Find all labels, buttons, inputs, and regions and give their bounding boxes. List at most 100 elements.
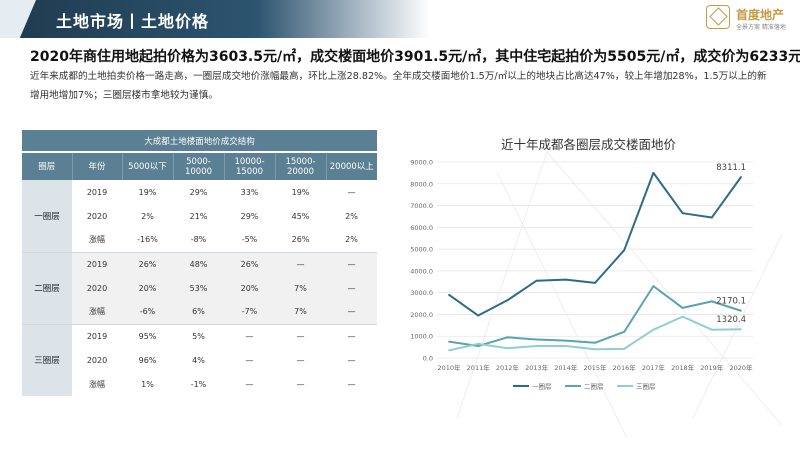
table-row: 2020 96% 4% — — —: [22, 348, 378, 372]
data-point: [652, 285, 655, 288]
x-tick-label: 2012年: [496, 363, 520, 372]
x-tick-label: 2019年: [700, 363, 724, 372]
table-row: 三圈层 2019 95% 5% — — —: [22, 323, 378, 396]
price-structure-table: 大成都土地楼面地价成交结构 圈层 年份 5000以下 5000- 10000 10000…: [22, 130, 378, 396]
data-point: [623, 249, 626, 252]
data-point: [564, 339, 567, 342]
page-title: 土地市场丨土地价格: [56, 12, 210, 31]
y-tick-label: 6000.0: [410, 224, 433, 232]
data-label: 8311.1: [716, 163, 746, 173]
share-cell: 19%: [275, 180, 326, 204]
chart-title: 近十年成都各圈层成交楼面地价: [500, 137, 676, 152]
table-row: 涨幅 1% -1% — — —: [22, 372, 378, 396]
share-cell: 20%: [224, 276, 275, 300]
share-cell: —: [326, 251, 378, 276]
data-point: [710, 216, 713, 219]
share-cell: 7%: [275, 276, 326, 300]
share-cell: —: [326, 323, 378, 348]
legend-label: 三圈层: [636, 383, 656, 391]
data-point: [710, 328, 713, 331]
share-cell: —: [326, 276, 378, 300]
data-point: [477, 342, 480, 345]
share-cell: 26%: [122, 251, 173, 276]
description: 近年来成都的土地拍卖价格一路走高，一圈层成交地价涨幅最高，环比上涨28.82%。…: [30, 71, 767, 101]
decor-line: [496, 171, 628, 439]
x-tick-label: 2014年: [554, 363, 578, 372]
year-cell: 2019: [72, 323, 122, 348]
data-point: [448, 340, 450, 343]
series-line-3: [448, 315, 742, 352]
y-tick-label: 2000.0: [410, 311, 433, 319]
decor-line: [456, 151, 548, 419]
column-header: 5000- 10000: [172, 152, 224, 180]
data-point: [740, 309, 742, 312]
share-cell: 4%: [173, 348, 224, 372]
year-cell: 涨幅: [72, 372, 122, 396]
data-label: 2170.1: [716, 297, 746, 307]
share-cell: 48%: [173, 251, 224, 276]
y-tick-label: 9000.0: [410, 159, 433, 167]
data-point: [652, 328, 655, 331]
company-logo: 首度地产 全景方案 精准落地: [706, 5, 786, 33]
share-cell: —: [326, 300, 378, 324]
data-point: [477, 314, 480, 317]
year-cell: 涨幅: [72, 300, 122, 324]
decor-line: [546, 151, 794, 439]
column-header: 15000- 20000: [274, 152, 326, 180]
y-tick-label: 5000.0: [410, 246, 433, 254]
share-cell: -1%: [173, 372, 224, 396]
share-cell: -8%: [173, 228, 224, 252]
year-cell: 2019: [72, 180, 122, 204]
data-point: [535, 338, 538, 341]
y-tick-label: 3000.0: [410, 289, 433, 297]
data-point: [535, 345, 538, 347]
table-row: 涨幅 -6% 6% -7% 7% —: [22, 300, 378, 324]
column-header: 10000- 15000: [223, 152, 275, 180]
y-tick-label: 7000.0: [410, 202, 433, 210]
data-point: [564, 345, 567, 347]
data-point: [506, 347, 509, 350]
year-cell: 2020: [72, 204, 122, 228]
logo-name: 首度地产: [736, 8, 785, 22]
table-row: 2020 20% 53% 20% 7% —: [22, 276, 378, 300]
share-cell: 96%: [122, 348, 173, 372]
share-cell: —: [275, 372, 326, 396]
share-cell: 33%: [224, 180, 275, 204]
data-point: [564, 278, 567, 281]
x-tick-label: 2015年: [583, 363, 607, 372]
share-cell: 29%: [224, 204, 275, 228]
header-band: [0, 0, 430, 38]
data-point: [594, 348, 596, 351]
share-cell: 45%: [275, 204, 326, 228]
y-tick-label: 0.0: [423, 355, 433, 363]
year-cell: 2020: [72, 348, 122, 372]
share-cell: 26%: [224, 251, 275, 276]
data-point: [506, 299, 509, 302]
column-header: 圈层: [22, 152, 72, 180]
ring-group-label: 三圈层: [22, 323, 72, 396]
share-cell: —: [326, 372, 378, 396]
year-cell: 涨幅: [72, 228, 122, 252]
share-cell: -7%: [224, 300, 275, 324]
share-cell: 2%: [122, 204, 173, 228]
data-label: 1320.4: [716, 315, 746, 325]
share-cell: -6%: [122, 300, 173, 324]
logo-mark-icon: [706, 5, 730, 29]
ring-group-label: 一圈层: [22, 180, 72, 252]
share-cell: —: [275, 323, 326, 348]
series-line-1: [448, 171, 742, 317]
y-tick-label: 8000.0: [410, 180, 433, 188]
column-header: 5000以下: [121, 152, 173, 180]
data-point: [535, 279, 538, 282]
share-cell: 5%: [173, 323, 224, 348]
line-chart-svg: 0.0 1000.0 2000.0 3000.0 4000.0 5000.0 6000.0 7…: [410, 151, 794, 439]
share-cell: —: [224, 372, 275, 396]
data-point: [681, 212, 684, 215]
share-cell: 21%: [173, 204, 224, 228]
data-point: [448, 293, 450, 296]
data-point: [594, 341, 596, 344]
table-row: 二圈层 2019 26% 48% 26% — —: [22, 251, 378, 324]
table-row: 一圈层 2019 19% 29% 33% 19% —: [22, 180, 378, 252]
share-cell: -16%: [122, 228, 173, 252]
table-caption: 大成都土地楼面地价成交结构: [22, 130, 378, 153]
